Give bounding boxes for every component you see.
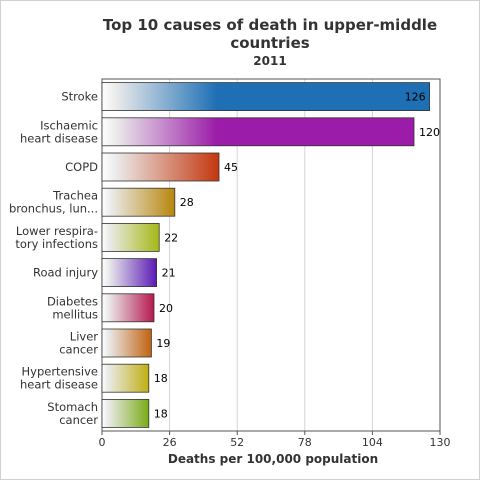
value-label: 120 (419, 126, 440, 139)
x-tick-label: 130 (430, 436, 451, 449)
category-label: Trachea bronchus, lun... (9, 189, 98, 216)
x-tick-label: 78 (298, 436, 312, 449)
category-label: Stomach cancer (47, 400, 98, 427)
category-label: Stroke (61, 90, 98, 104)
bar (101, 222, 160, 252)
value-label: 18 (154, 407, 168, 420)
category-label: Liver cancer (59, 330, 98, 357)
value-label: 19 (156, 337, 170, 350)
category-label: Hypertensive heart disease (20, 365, 98, 392)
value-label: 126 (405, 91, 426, 104)
category-label: Diabetes mellitus (47, 294, 98, 321)
category-label: COPD (65, 160, 98, 174)
plot-area (101, 78, 441, 432)
bar (101, 117, 415, 147)
value-label: 21 (162, 267, 176, 280)
value-label: 28 (180, 196, 194, 209)
chart-subtitle: 2011 (253, 54, 287, 68)
value-label: 18 (154, 372, 168, 385)
category-label: Lower respira-tory infections (15, 224, 98, 251)
category-label: Ischaemic heart disease (20, 118, 98, 145)
x-tick-label: 26 (163, 436, 177, 449)
bar (101, 293, 155, 323)
bar (101, 398, 150, 428)
bar (101, 82, 431, 111)
value-label: 20 (159, 302, 173, 315)
chart-title: Top 10 causes of death in upper-middle c… (102, 16, 438, 52)
bar (101, 187, 176, 217)
x-tick-label: 52 (230, 436, 244, 449)
x-tick-label: 104 (362, 436, 383, 449)
value-label: 22 (164, 231, 178, 244)
x-axis-title: Deaths per 100,000 population (168, 452, 378, 466)
bar (101, 363, 150, 393)
bar (101, 328, 152, 358)
bar (101, 258, 157, 288)
bar (101, 152, 220, 182)
x-tick-label: 0 (99, 436, 106, 449)
value-label: 45 (224, 161, 238, 174)
category-label: Road injury (33, 266, 98, 280)
